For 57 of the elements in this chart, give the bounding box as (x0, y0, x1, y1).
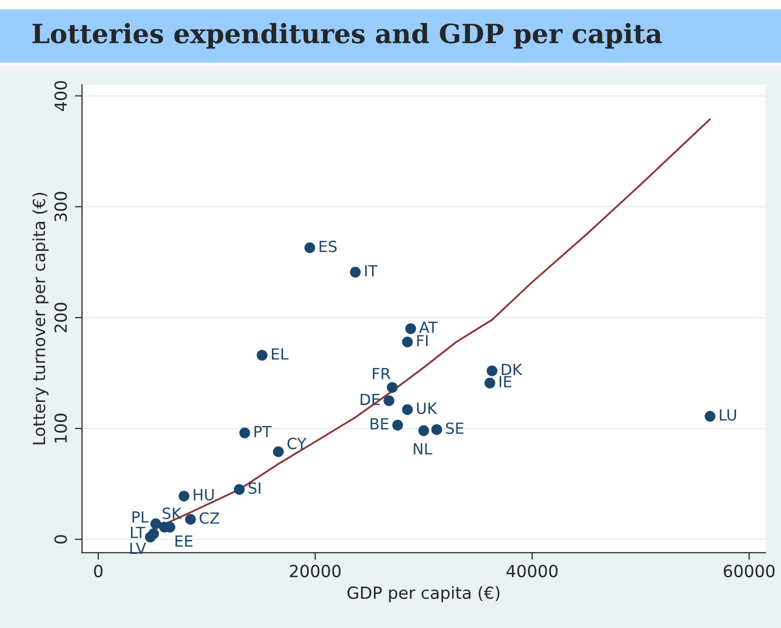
annotation: LU (720, 409, 736, 421)
annotation: LV (130, 542, 146, 554)
chart-title: Lotteries expenditures and GDP per capita (32, 23, 662, 49)
annotation: SI (248, 482, 260, 494)
annotation: IE (500, 376, 512, 388)
point (484, 378, 496, 388)
point (418, 425, 430, 436)
x-tick-label: 0 (94, 564, 102, 578)
x-tick-label: 40000 (506, 564, 558, 578)
point (150, 518, 162, 530)
annotation: FR (372, 368, 390, 380)
point (486, 365, 498, 376)
point (256, 350, 268, 361)
x-tick-label: 20000 (290, 564, 341, 578)
annotation: DE (360, 394, 380, 405)
annotation: LT (131, 526, 146, 538)
annotation: IT (365, 265, 378, 276)
y-tick-label: 100 (54, 414, 67, 443)
annotation: NL (414, 443, 432, 454)
point (386, 382, 398, 393)
y-tick-label: 300 (54, 192, 67, 222)
point (402, 404, 413, 415)
annotation: EE (176, 535, 192, 547)
point (402, 336, 413, 348)
point (144, 532, 156, 542)
point (178, 490, 190, 502)
point (272, 446, 284, 458)
annotation: CY (288, 438, 306, 450)
y-tick-label: 200 (54, 302, 67, 332)
annotation: FI (417, 335, 428, 346)
point (350, 266, 361, 278)
annotation: SE (446, 422, 464, 434)
annotation: PL (132, 511, 149, 522)
annotation: CZ (200, 512, 220, 524)
annotation: HU (194, 489, 214, 501)
annotation: BE (370, 418, 388, 430)
y-tick-label: 400 (54, 81, 67, 111)
annotation: EL (272, 348, 288, 360)
annotation: PT (254, 426, 272, 438)
point (234, 484, 245, 495)
point (185, 514, 196, 525)
x-axis-title: GDP per capita (€) (347, 586, 500, 602)
point (304, 242, 316, 254)
x-tick-label: 60000 (724, 564, 775, 578)
point (239, 428, 250, 438)
annotation: SK (162, 508, 182, 520)
y-tick-label: 0 (54, 535, 67, 544)
annotation: UK (417, 402, 438, 414)
annotation: ES (320, 240, 337, 252)
point (704, 410, 716, 422)
y-axis-title: Lottery turnover per capita (€) (32, 192, 49, 444)
point (431, 424, 442, 435)
point (392, 420, 404, 431)
point (384, 395, 394, 406)
annotation: AT (419, 322, 438, 333)
point (405, 323, 416, 334)
annotation: DK (502, 364, 522, 376)
